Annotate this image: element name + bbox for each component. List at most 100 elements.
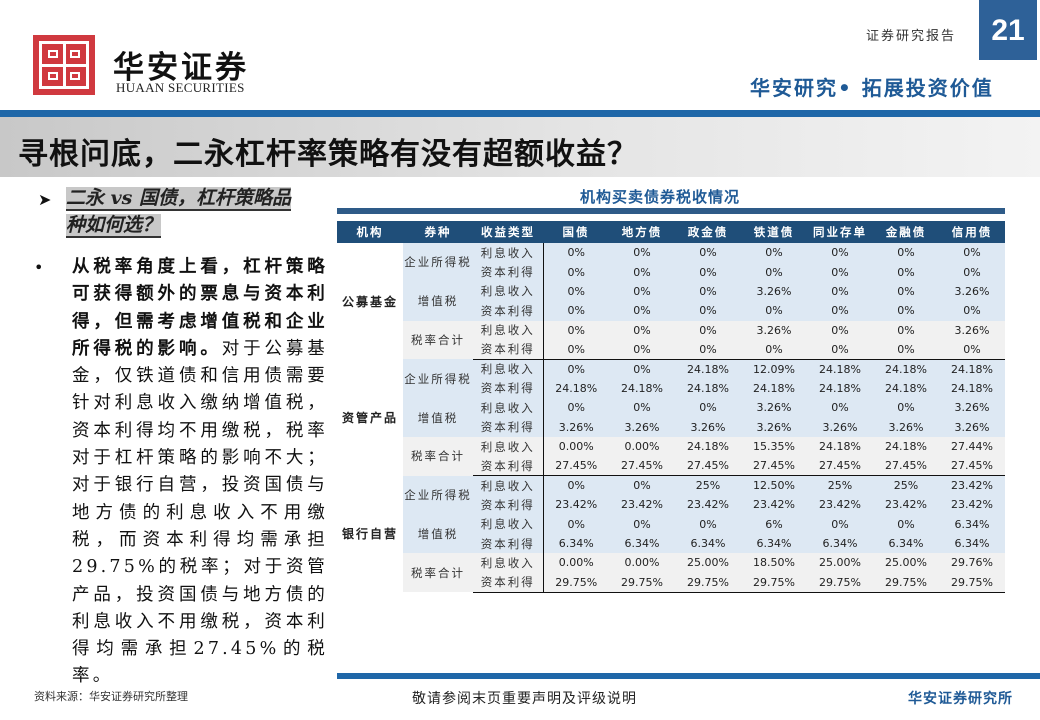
tax-kind-cell: 企业所得税 xyxy=(403,243,473,282)
rate-cell: 0% xyxy=(543,320,609,340)
rate-cell: 0% xyxy=(609,398,675,418)
rate-cell: 6.34% xyxy=(543,533,609,554)
table-row: 增值税 利息收入 0% 0% 0% 3.26% 0% 0% 3.26% xyxy=(337,281,1005,321)
table-row: 资本利得 0% 0% 0% 0% 0% 0% 0% xyxy=(337,262,1005,282)
rate-cell: 23.42% xyxy=(543,495,609,515)
rate-cell: 27.45% xyxy=(873,456,939,477)
rate-cell: 27.44% xyxy=(939,436,1005,457)
tax-kind-cell: 税率合计 xyxy=(403,320,473,360)
table-row: 公募基金 企业所得税 利息收入 0% 0% 0% 0% 0% 0% 0% xyxy=(337,243,1005,360)
income-type-cell: 资本利得 xyxy=(473,572,544,593)
rate-cell: 0% xyxy=(543,359,609,379)
brand-name-en: HUAAN SECURITIES xyxy=(116,80,245,95)
rate-cell: 0% xyxy=(675,320,741,340)
rate-cell: 0.00% xyxy=(543,436,609,457)
rate-cell: 24.18% xyxy=(939,378,1005,399)
rate-cell: 3.26% xyxy=(543,417,609,437)
rate-cell: 0% xyxy=(873,301,939,321)
brand-name-cn: 华安证券 xyxy=(113,50,249,86)
institution-cell: 公募基金 xyxy=(337,243,403,360)
table-row: 税率合计 利息收入 0.00% 0.00% 24.18% 15.35% 24.18% 24.1… xyxy=(337,436,1005,476)
rate-cell: 24.18% xyxy=(675,436,741,457)
rate-cell: 23.42% xyxy=(939,475,1005,496)
income-type-cell: 资本利得 xyxy=(473,301,544,321)
col-header: 收益类型 xyxy=(473,221,543,243)
rate-cell: 0% xyxy=(675,301,741,321)
rate-cell: 0% xyxy=(741,339,807,360)
rate-cell: 15.35% xyxy=(741,436,807,457)
rate-cell: 0% xyxy=(609,339,675,360)
slogan: 华安研究• 拓展投资价值 xyxy=(750,76,994,100)
rate-cell: 0% xyxy=(609,301,675,321)
rate-cell: 6.34% xyxy=(807,533,873,554)
rate-cell: 0% xyxy=(609,262,675,282)
rate-cell: 6.34% xyxy=(873,533,939,554)
col-header: 机构 xyxy=(337,221,403,243)
rate-cell: 0% xyxy=(873,339,939,360)
rate-cell: 0% xyxy=(609,243,675,263)
rate-cell: 12.09% xyxy=(741,359,807,379)
rate-cell: 6.34% xyxy=(939,533,1005,554)
rate-cell: 0% xyxy=(609,475,675,496)
rate-cell: 0% xyxy=(741,243,807,263)
table-row: 增值税 利息收入 0% 0% 0% 3.26% 0% 0% 3.26% xyxy=(337,398,1005,437)
rate-cell: 27.45% xyxy=(675,456,741,477)
rate-cell: 0% xyxy=(939,339,1005,360)
income-type-cell: 利息收入 xyxy=(473,475,544,496)
rate-cell: 3.26% xyxy=(939,417,1005,437)
rate-cell: 3.26% xyxy=(675,417,741,437)
rate-cell: 3.26% xyxy=(741,281,807,302)
income-type-cell: 利息收入 xyxy=(473,514,544,534)
rate-cell: 0% xyxy=(609,514,675,534)
rate-cell: 0% xyxy=(873,262,939,282)
rate-cell: 24.18% xyxy=(939,359,1005,379)
table-row: 资本利得 3.26% 3.26% 3.26% 3.26% 3.26% 3.26% 3.26% xyxy=(337,417,1005,437)
top-divider xyxy=(0,110,1040,117)
arrow-bullet-icon: ➤ xyxy=(38,190,52,209)
table-row: 增值税 利息收入 0% 0% 0% 6% 0% 0% 6.34% xyxy=(337,514,1005,554)
rate-cell: 12.50% xyxy=(741,475,807,496)
rate-cell: 23.42% xyxy=(609,495,675,515)
tax-kind-cell: 增值税 xyxy=(403,281,473,321)
footer-brand: 华安证券研究所 xyxy=(908,691,1013,707)
rate-cell: 24.18% xyxy=(543,378,609,399)
rate-cell: 0% xyxy=(873,320,939,340)
tax-kind-cell: 增值税 xyxy=(403,514,473,554)
rate-cell: 29.75% xyxy=(807,572,873,593)
rate-cell: 0% xyxy=(675,243,741,263)
income-type-cell: 利息收入 xyxy=(473,281,544,302)
rate-cell: 0% xyxy=(807,339,873,360)
rate-cell: 24.18% xyxy=(675,378,741,399)
rate-cell: 0.00% xyxy=(609,436,675,457)
rate-cell: 29.76% xyxy=(939,553,1005,573)
rate-cell: 25% xyxy=(807,475,873,496)
report-label: 证券研究报告 xyxy=(866,29,957,44)
bottom-divider xyxy=(337,673,1040,679)
rate-cell: 25% xyxy=(675,475,741,496)
col-header: 政金债 xyxy=(675,221,741,243)
income-type-cell: 资本利得 xyxy=(473,495,544,515)
rate-cell: 0% xyxy=(939,243,1005,263)
income-type-cell: 利息收入 xyxy=(473,359,544,379)
income-type-cell: 资本利得 xyxy=(473,262,544,282)
rate-cell: 0% xyxy=(741,301,807,321)
rate-cell: 29.75% xyxy=(741,572,807,593)
rate-cell: 27.45% xyxy=(741,456,807,477)
paragraph-rest: 对于公募基金，仅铁道债和信用债需要针对利息收入缴纳增值税，资本利得均不用缴税，税… xyxy=(72,338,328,687)
institution-cell: 资管产品 xyxy=(337,359,403,476)
dot-bullet-icon: • xyxy=(34,258,44,277)
rate-cell: 27.45% xyxy=(609,456,675,477)
rate-cell: 0.00% xyxy=(543,553,609,573)
rate-cell: 0% xyxy=(873,243,939,263)
table-row: 资管产品 企业所得税 利息收入 0% 0% 24.18% 12.09% 24.18% 24.18… xyxy=(337,359,1005,476)
rate-cell: 0% xyxy=(873,514,939,534)
rate-cell: 0% xyxy=(675,262,741,282)
rate-cell: 0% xyxy=(675,398,741,418)
income-type-cell: 利息收入 xyxy=(473,243,544,263)
col-header: 信用债 xyxy=(939,221,1005,243)
page-title: 寻根问底，二永杠杆率策略有没有超额收益？ xyxy=(18,137,638,172)
rate-cell: 3.26% xyxy=(741,417,807,437)
rate-cell: 18.50% xyxy=(741,553,807,573)
rate-cell: 0% xyxy=(543,339,609,360)
rate-cell: 0% xyxy=(543,262,609,282)
